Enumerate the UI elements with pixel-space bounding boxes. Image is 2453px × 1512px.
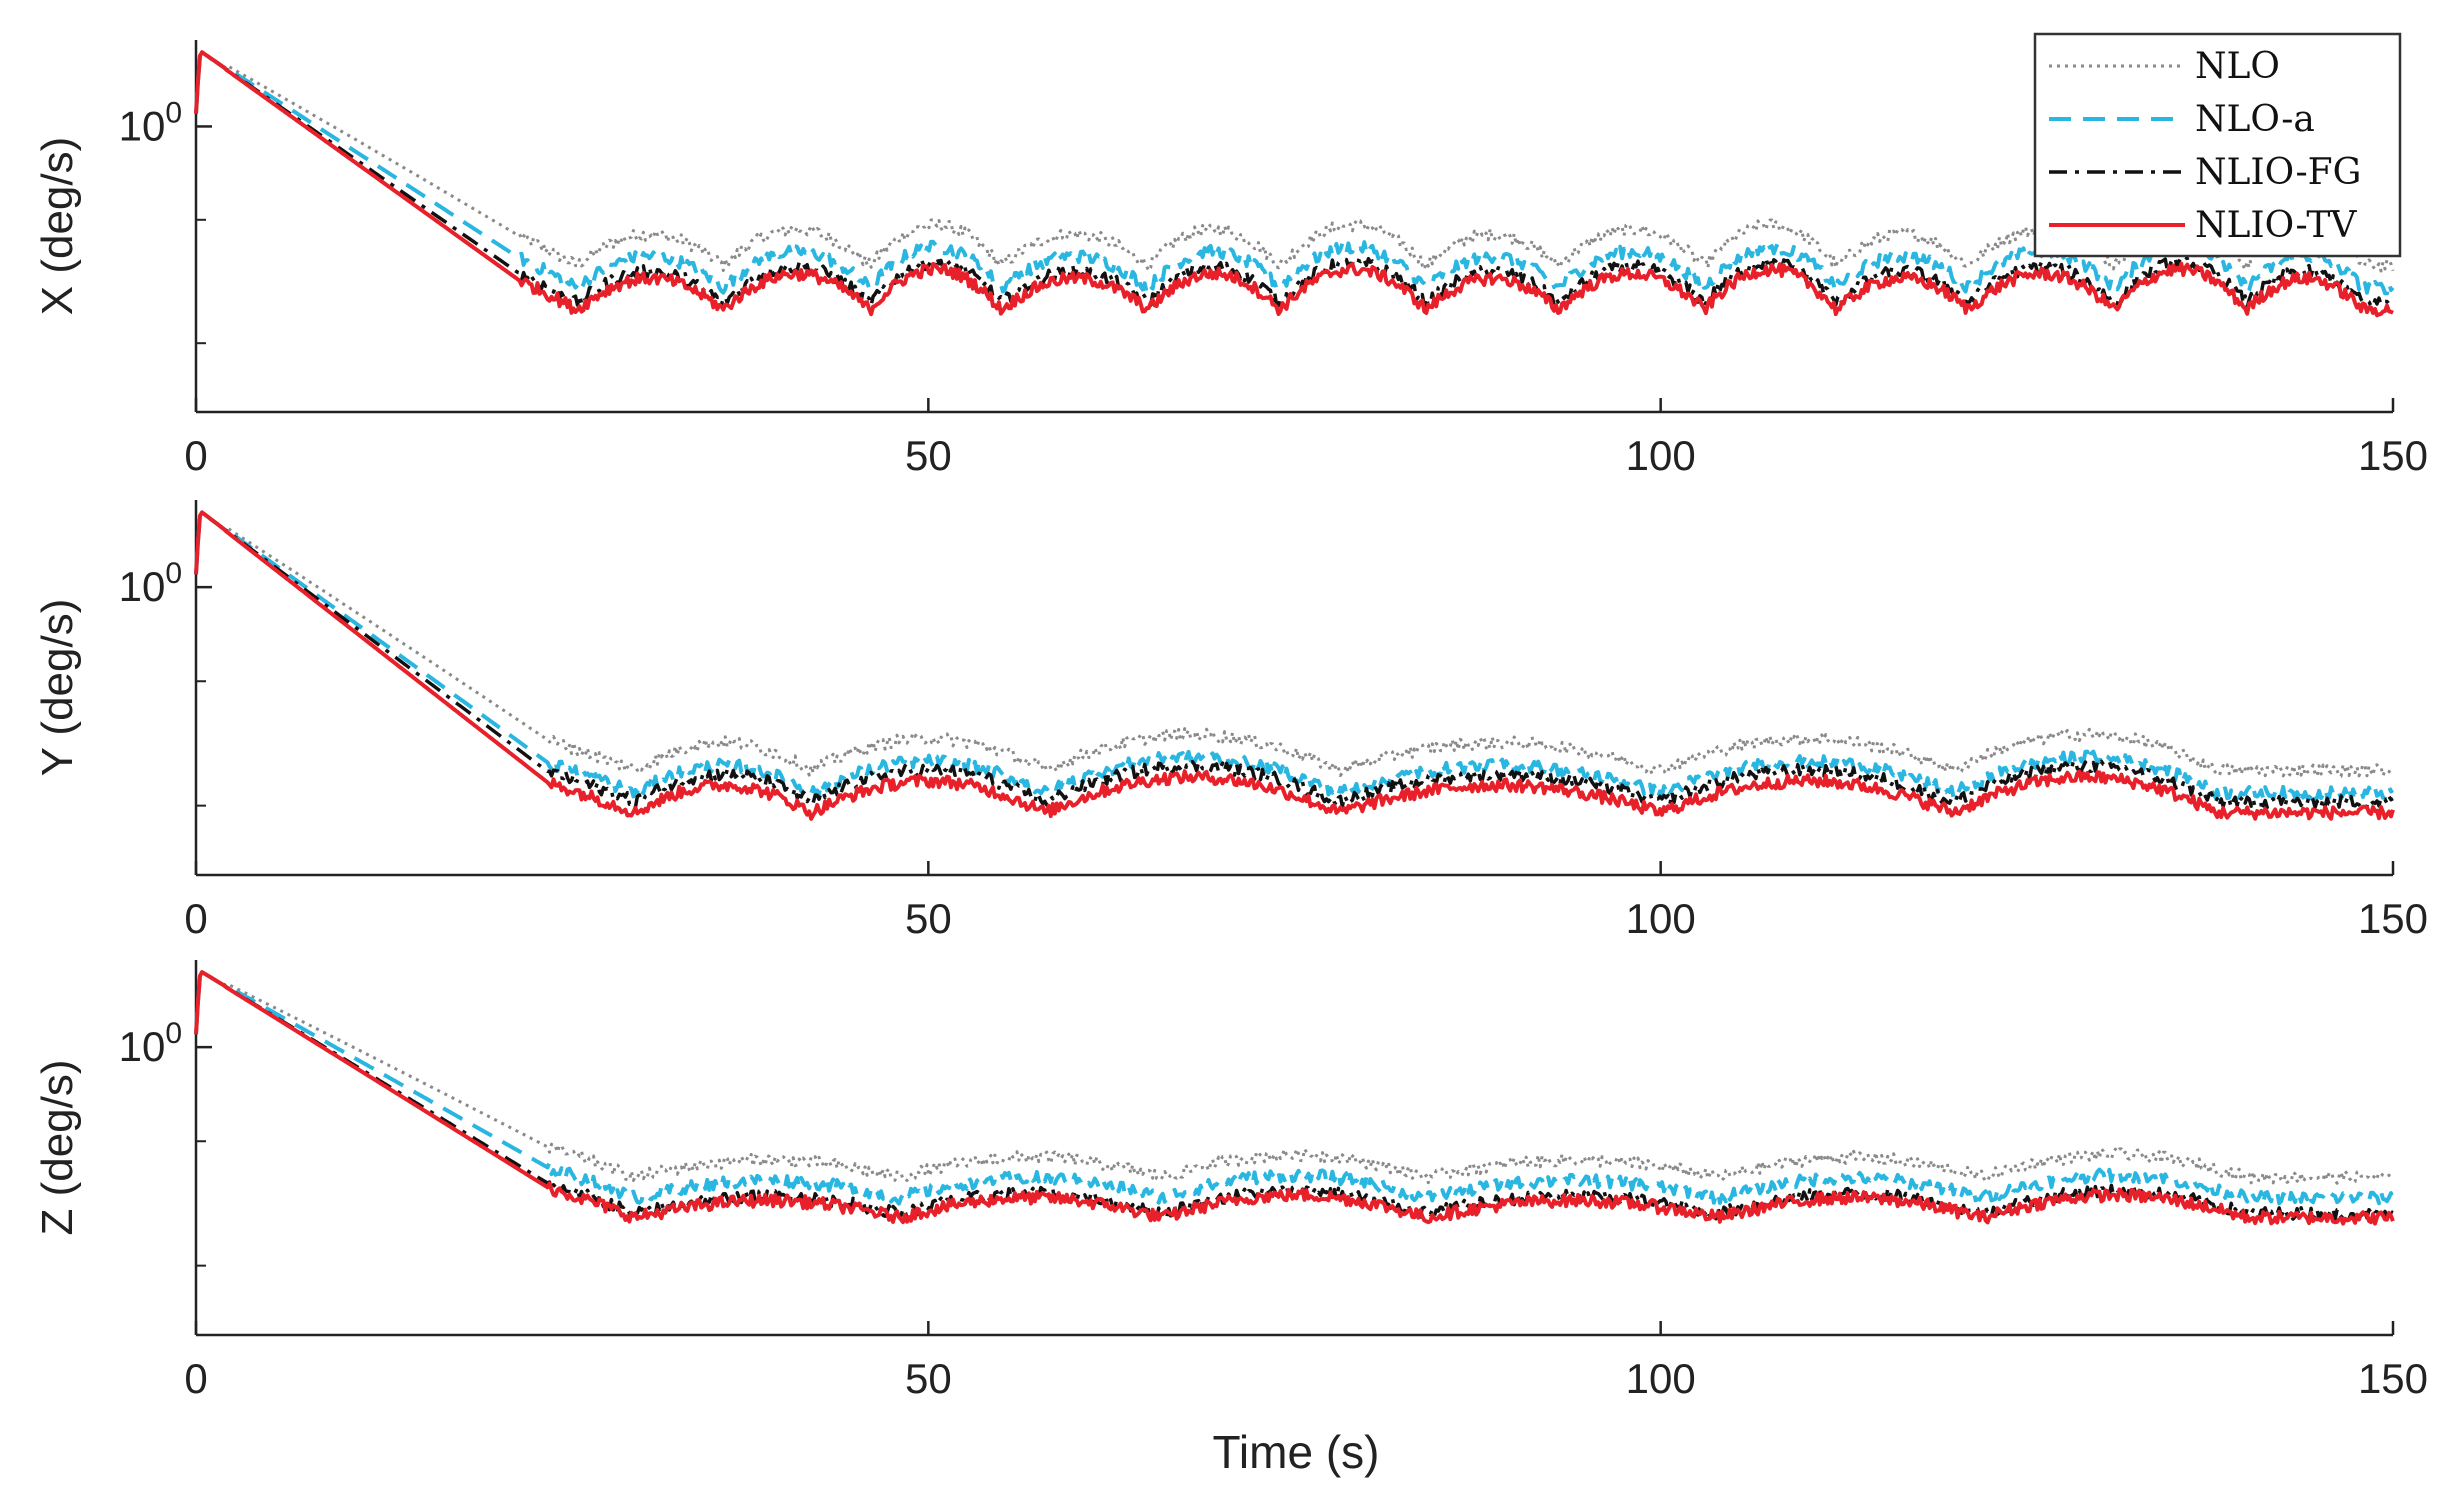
series-line-nlo: [194, 50, 2395, 273]
series-line-nlio-fg: [194, 510, 2394, 810]
panel-1: 0 50 100 150 100 X (deg/s): [33, 40, 2428, 479]
series-line-nlo: [194, 510, 2394, 778]
legend: NLO NLO-a NLIO-FG NLIO-TV: [2033, 32, 2402, 258]
legend-label: NLIO-FG: [2195, 152, 2361, 193]
y-tick-label: 100: [119, 96, 182, 149]
x-tick-label: 0: [184, 895, 207, 942]
series-line-nlio-fg: [194, 50, 2395, 309]
x-tick-label: 150: [2358, 895, 2428, 942]
legend-label: NLO: [2195, 46, 2280, 87]
x-tick-label: 100: [1626, 1355, 1696, 1402]
x-tick-label: 100: [1626, 432, 1696, 479]
series-line-nlio-tv: [194, 50, 2394, 318]
panel-3: 0 50 100 150 100 Z (deg/s): [33, 960, 2428, 1402]
panel-2: 0 50 100 150 100 Y (deg/s): [33, 500, 2428, 942]
y-tick-label: 100: [119, 1017, 182, 1070]
x-tick-label: 50: [905, 1355, 952, 1402]
y-axis-label: X (deg/s): [33, 137, 82, 316]
y-axis-label: Y (deg/s): [33, 599, 82, 777]
series-line-nlo-a: [194, 970, 2395, 1206]
x-tick-label: 100: [1626, 895, 1696, 942]
series-line-nlo-a: [194, 50, 2395, 296]
x-tick-label: 50: [905, 895, 952, 942]
y-axis-label: Z (deg/s): [33, 1059, 82, 1235]
x-tick-label: 50: [905, 432, 952, 479]
legend-box: [2033, 32, 2402, 258]
series-line-nlio-tv: [194, 510, 2395, 821]
series-line-nlo: [194, 970, 2394, 1185]
series-line-nlio-fg: [194, 970, 2394, 1222]
legend-label: NLIO-TV: [2195, 205, 2357, 246]
x-axis-label: Time (s): [1213, 1426, 1380, 1478]
x-tick-label: 150: [2358, 1355, 2428, 1402]
y-tick-label: 100: [119, 557, 182, 610]
series-line-nlio-tv: [194, 970, 2395, 1226]
x-tick-label: 0: [184, 432, 207, 479]
x-tick-label: 150: [2358, 432, 2428, 479]
panels-group: 0 50 100 150 100 X (deg/s) 0 50 100 150 100 Y (deg/…: [33, 40, 2428, 1402]
legend-label: NLO-a: [2195, 99, 2315, 140]
x-tick-label: 0: [184, 1355, 207, 1402]
